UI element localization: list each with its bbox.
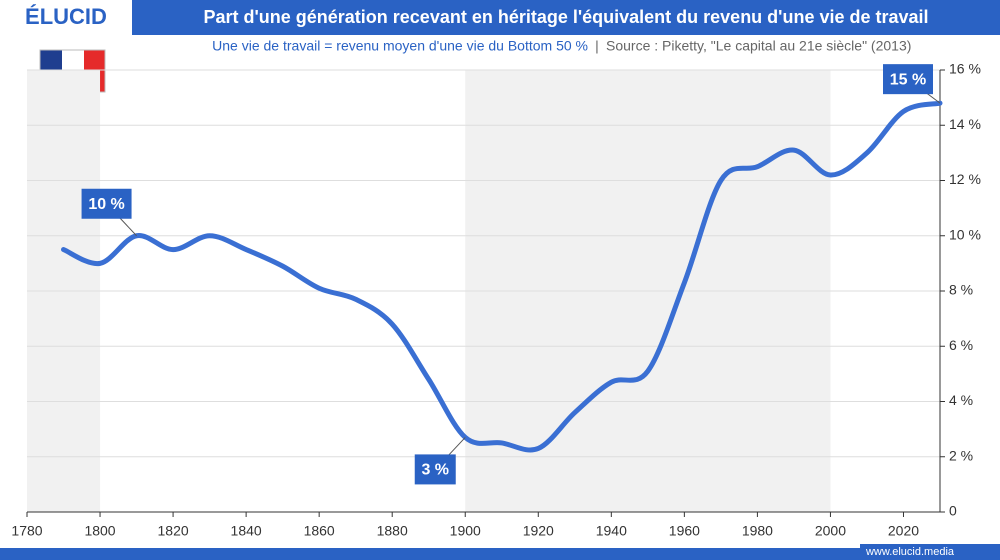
x-tick-label: 1960 <box>669 523 700 539</box>
x-tick-label: 1920 <box>523 523 554 539</box>
footer-bar <box>0 548 1000 560</box>
y-tick-label: 10 % <box>949 226 981 242</box>
line <box>61 100 943 453</box>
x-tick-label: 1800 <box>84 523 115 539</box>
source: Source : Piketty, "Le capital au 21e siè… <box>606 38 911 54</box>
y-tick-label: 8 % <box>949 282 973 298</box>
y-tick-label: 0 <box>949 503 957 519</box>
footer: www.elucid.media <box>865 546 955 558</box>
subtitle: Une vie de travail = revenu moyen d'une … <box>212 38 588 54</box>
x-tick-label: 1900 <box>450 523 481 539</box>
annotation: 10 % <box>88 196 124 213</box>
header-bar <box>0 0 1000 35</box>
x-tick-label: 1880 <box>377 523 408 539</box>
annotation: 15 % <box>890 71 926 88</box>
annotation: 3 % <box>421 462 449 479</box>
x-tick-label: 1860 <box>304 523 335 539</box>
x-tick-label: 1940 <box>596 523 627 539</box>
brand: ÉLUCID <box>25 4 107 29</box>
y-tick-label: 6 % <box>949 337 973 353</box>
annotation-box <box>414 454 456 485</box>
chart-title: Part d'une génération recevant en hérita… <box>203 7 928 27</box>
x-tick-label: 1840 <box>231 523 262 539</box>
annotation-box <box>81 188 132 219</box>
y-tick-label: 14 % <box>949 116 981 132</box>
y-tick-label: 16 % <box>949 61 981 77</box>
y-tick-label: 4 % <box>949 392 973 408</box>
x-tick-label: 1820 <box>158 523 189 539</box>
footer-tab <box>860 544 1000 560</box>
logo-box <box>0 0 132 35</box>
separator: | <box>595 38 599 54</box>
x-tick-label: 1780 <box>11 523 42 539</box>
y-tick-label: 2 % <box>949 447 973 463</box>
annotation-box <box>883 64 933 95</box>
x-tick-label: 1980 <box>742 523 773 539</box>
x-tick-label: 2020 <box>888 523 919 539</box>
y-tick-label: 12 % <box>949 171 981 187</box>
x-tick-label: 2000 <box>815 523 846 539</box>
